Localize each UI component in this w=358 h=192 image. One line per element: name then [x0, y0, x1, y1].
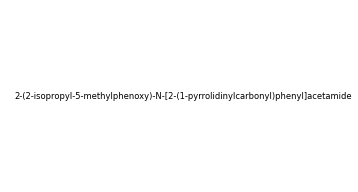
Text: 2-(2-isopropyl-5-methylphenoxy)-N-[2-(1-pyrrolidinylcarbonyl)phenyl]acetamide: 2-(2-isopropyl-5-methylphenoxy)-N-[2-(1-… — [15, 93, 352, 101]
